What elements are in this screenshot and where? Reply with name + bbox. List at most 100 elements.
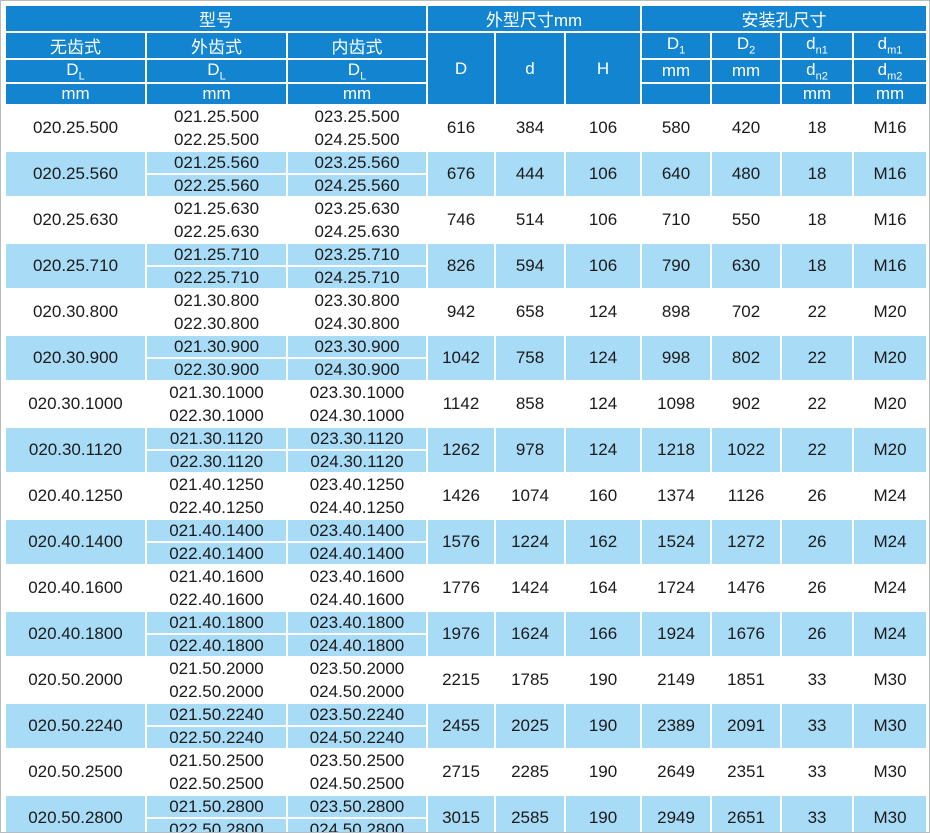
cell-dn: 26 <box>780 472 855 521</box>
model-pair: 023.25.630 024.25.630 <box>289 199 425 242</box>
header-unit-row: mm mm mm mm mm <box>4 82 929 107</box>
model-pair: 021.50.2800 022.50.2800 <box>148 797 285 832</box>
model-pair: 023.50.2240 024.50.2240 <box>289 705 425 747</box>
header-col-dm2: dm2 <box>852 57 929 85</box>
cell-D2: 1476 <box>710 564 783 613</box>
cell-model-no-gear: 020.50.2240 <box>4 702 147 751</box>
table-row: 020.40.1800 021.40.1800 022.40.1800 023.… <box>4 610 929 659</box>
header-col-dm2-sub: m2 <box>887 70 903 83</box>
cell-H: 124 <box>563 380 643 429</box>
header-col-H: H <box>563 30 643 107</box>
cell-dm: M30 <box>852 656 929 705</box>
model-pair: 023.30.1000 024.30.1000 <box>289 383 425 425</box>
header-col-dn2-base: d <box>806 60 816 79</box>
cell-H: 124 <box>563 334 643 383</box>
cell-D2: 702 <box>710 288 783 337</box>
header-unit-internal: mm <box>286 82 428 107</box>
cell-D2: 420 <box>710 104 783 153</box>
cell-dn: 26 <box>780 610 855 659</box>
model-line: 022.50.2500 <box>169 774 264 794</box>
header-blank-D1 <box>640 82 713 107</box>
cell-dn: 33 <box>780 656 855 705</box>
model-line: 024.40.1400 <box>309 544 405 564</box>
header-col-D2-sub: 2 <box>749 44 756 57</box>
header-col-D2-base: D <box>736 34 750 54</box>
model-line: 023.25.500 <box>289 107 425 130</box>
cell-D: 1776 <box>426 564 496 613</box>
cell-model-external-gear: 021.40.1800 022.40.1800 <box>145 610 288 659</box>
model-pair: 021.50.2000 022.50.2000 <box>148 659 285 702</box>
header-col-D1-base: D <box>666 34 680 54</box>
cell-D: 1426 <box>426 472 496 521</box>
cell-H: 160 <box>563 472 643 521</box>
cell-model-no-gear: 020.25.560 <box>4 150 147 199</box>
cell-D: 1262 <box>426 426 496 475</box>
model-line: 023.40.1250 <box>289 475 425 498</box>
model-line: 021.50.2800 <box>148 797 285 820</box>
header-col-dn2-sub: n2 <box>815 70 828 83</box>
model-line: 024.50.2800 <box>309 820 405 833</box>
cell-d: 2285 <box>494 748 566 797</box>
table-row: 020.25.630 021.25.630 022.25.630 023.25.… <box>4 196 929 245</box>
model-line: 024.25.630 <box>314 222 400 242</box>
model-line: 022.50.2000 <box>169 682 264 702</box>
cell-D: 942 <box>426 288 496 337</box>
model-pair: 021.25.560 022.25.560 <box>148 153 285 195</box>
model-pair: 021.30.1000 022.30.1000 <box>148 383 285 425</box>
cell-H: 190 <box>563 748 643 797</box>
model-line: 022.25.710 <box>173 268 260 288</box>
cell-d: 1624 <box>494 610 566 659</box>
model-line: 023.30.800 <box>289 291 425 314</box>
table-row: 020.30.1120 021.30.1120 022.30.1120 023.… <box>4 426 929 475</box>
cell-model-no-gear: 020.30.1120 <box>4 426 147 475</box>
cell-D1: 1724 <box>640 564 713 613</box>
model-pair: 023.50.2500 024.50.2500 <box>289 751 425 793</box>
model-pair: 023.25.500 024.25.500 <box>289 107 425 149</box>
model-line: 024.30.800 <box>314 314 400 334</box>
model-line: 024.40.1250 <box>309 498 405 518</box>
header-group-outer-dims: 外型尺寸mm <box>425 4 643 33</box>
cell-d: 858 <box>494 380 566 429</box>
cell-D: 2455 <box>426 702 496 751</box>
model-line: 023.25.710 <box>289 245 425 268</box>
model-line: 023.50.2240 <box>289 705 425 728</box>
header-D2-unit: mm <box>710 57 783 85</box>
model-pair: 021.40.1800 022.40.1800 <box>148 613 285 656</box>
model-line: 024.30.900 <box>314 360 400 380</box>
model-pair: 021.30.1120 022.30.1120 <box>148 429 285 471</box>
cell-D1: 1218 <box>640 426 713 475</box>
model-line: 023.30.900 <box>289 337 425 360</box>
cell-model-external-gear: 021.50.2000 022.50.2000 <box>145 656 288 705</box>
cell-D1: 2149 <box>640 656 713 705</box>
cell-D2: 1022 <box>710 426 783 475</box>
cell-D2: 1851 <box>710 656 783 705</box>
header-dl-internal-base: D <box>347 60 361 79</box>
cell-D1: 2649 <box>640 748 713 797</box>
header-col-D1-sub: 1 <box>679 44 686 57</box>
cell-D: 2215 <box>426 656 496 705</box>
cell-D: 1576 <box>426 518 496 567</box>
header-group-mount-holes: 安装孔尺寸 <box>640 4 929 33</box>
model-pair: 021.40.1400 022.40.1400 <box>148 521 285 563</box>
cell-model-no-gear: 020.25.710 <box>4 242 147 291</box>
cell-model-external-gear: 021.30.800 022.30.800 <box>145 288 288 337</box>
table-row: 020.50.2240 021.50.2240 022.50.2240 023.… <box>4 702 929 751</box>
cell-dn: 22 <box>780 380 855 429</box>
model-line: 022.40.1800 <box>169 636 264 656</box>
cell-model-internal-gear: 023.50.2800 024.50.2800 <box>286 794 428 833</box>
cell-model-external-gear: 021.40.1250 022.40.1250 <box>145 472 288 521</box>
cell-D1: 1924 <box>640 610 713 659</box>
header-internal-gear: 内齿式 <box>286 31 428 60</box>
cell-d: 1785 <box>494 656 566 705</box>
cell-dm: M16 <box>852 196 929 245</box>
cell-d: 2025 <box>494 702 566 751</box>
cell-model-internal-gear: 023.25.630 024.25.630 <box>286 196 428 245</box>
cell-model-external-gear: 021.50.2240 022.50.2240 <box>145 702 288 751</box>
model-line: 022.25.630 <box>173 222 260 242</box>
table-header: 型号 外型尺寸mm 安装孔尺寸 无齿式 外齿式 内齿式 D d H D1 D2 … <box>4 4 929 107</box>
header-external-gear: 外齿式 <box>145 31 288 60</box>
model-line: 023.30.1000 <box>289 383 425 406</box>
model-line: 023.50.2500 <box>289 751 425 774</box>
cell-dn: 18 <box>780 242 855 291</box>
header-col-dn1-sub: n1 <box>815 44 828 57</box>
